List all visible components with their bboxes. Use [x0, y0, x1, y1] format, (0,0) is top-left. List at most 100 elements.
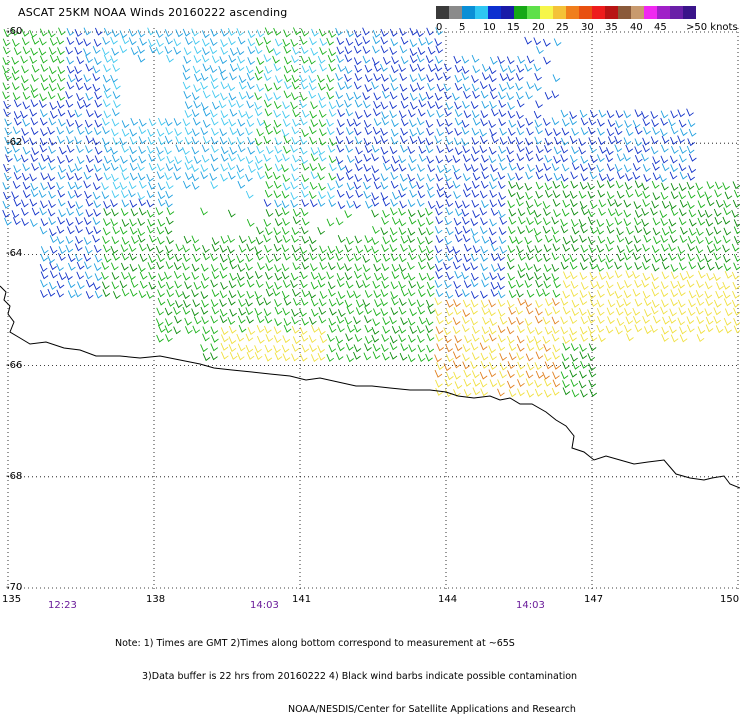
- wind-barb: [644, 127, 651, 134]
- wind-barb: [399, 227, 406, 234]
- wind-barb: [724, 200, 731, 207]
- wind-barb: [264, 73, 271, 80]
- wind-barb: [705, 210, 712, 217]
- wind-barb: [229, 326, 236, 333]
- wind-barb: [22, 128, 29, 135]
- wind-barb: [580, 272, 587, 279]
- wind-barb: [489, 67, 496, 74]
- wind-barb: [634, 218, 641, 225]
- wind-barb: [401, 236, 408, 243]
- wind-barb: [625, 308, 632, 315]
- wind-barb: [444, 84, 451, 91]
- wind-barb: [570, 316, 577, 323]
- wind-barb: [725, 309, 732, 316]
- wind-barb: [498, 172, 505, 179]
- wind-barb: [23, 182, 30, 189]
- wind-barb: [338, 64, 345, 71]
- wind-barb: [374, 73, 381, 80]
- wind-barb: [499, 146, 506, 153]
- wind-barb: [509, 343, 516, 350]
- wind-barb: [165, 136, 172, 143]
- wind-barb: [364, 154, 371, 161]
- wind-barb: [256, 237, 263, 244]
- wind-barb: [174, 271, 181, 278]
- wind-barb: [598, 119, 605, 126]
- wind-barb: [228, 235, 235, 242]
- wind-barb: [581, 226, 588, 233]
- wind-barb: [652, 245, 659, 252]
- wind-barb: [517, 344, 524, 351]
- wind-barb: [4, 109, 11, 116]
- wind-barb: [589, 118, 596, 125]
- wind-barb: [410, 309, 417, 316]
- wind-barb: [481, 218, 488, 225]
- wind-barb: [561, 262, 568, 269]
- wind-barb: [705, 255, 712, 262]
- wind-barb: [149, 272, 156, 279]
- wind-barb: [363, 37, 370, 44]
- wind-barb: [193, 37, 200, 44]
- wind-barb: [75, 182, 82, 189]
- wind-barb: [401, 244, 408, 251]
- wind-barb: [31, 154, 38, 161]
- wind-barb: [436, 380, 443, 387]
- wind-barb: [426, 300, 433, 307]
- wind-barb: [292, 326, 299, 333]
- wind-barb: [49, 47, 56, 54]
- wind-barb: [589, 245, 596, 252]
- wind-barb: [455, 209, 462, 216]
- wind-barb: [509, 353, 516, 360]
- color-scale-swatch: [592, 6, 606, 19]
- wind-barb: [50, 246, 57, 253]
- wind-barb: [320, 246, 327, 253]
- wind-barb: [417, 128, 424, 135]
- wind-barb: [426, 208, 433, 215]
- wind-barb: [624, 210, 631, 217]
- wind-barb: [590, 255, 597, 262]
- wind-barb: [104, 201, 111, 208]
- wind-barb: [518, 379, 525, 386]
- wind-barb: [687, 201, 694, 208]
- wind-barb: [347, 30, 354, 37]
- wind-barb: [166, 37, 173, 44]
- wind-barb: [462, 217, 469, 224]
- wind-barb: [661, 307, 668, 314]
- wind-barb: [381, 29, 388, 36]
- wind-barb: [689, 165, 696, 172]
- wind-barb: [283, 218, 290, 225]
- wind-barb: [408, 228, 415, 235]
- wind-barb: [49, 118, 56, 125]
- wind-barb: [410, 129, 417, 136]
- wind-barb: [499, 227, 506, 234]
- wind-barb: [535, 316, 542, 323]
- wind-barb: [201, 344, 208, 351]
- wind-barb: [319, 110, 326, 117]
- wind-barb: [643, 199, 650, 206]
- wind-barb: [291, 65, 298, 72]
- wind-barb: [166, 262, 173, 269]
- wind-barb: [436, 255, 443, 262]
- wind-barb: [553, 307, 560, 314]
- latitude-label: -62: [6, 137, 22, 148]
- wind-barb: [40, 138, 47, 145]
- wind-barb: [419, 146, 426, 153]
- wind-barb: [545, 362, 552, 369]
- wind-barb: [293, 119, 300, 126]
- wind-barb: [419, 245, 426, 252]
- wind-barb: [310, 182, 317, 189]
- wind-barb: [426, 37, 433, 44]
- wind-barb: [516, 307, 523, 314]
- wind-barb: [49, 229, 56, 236]
- wind-barb: [354, 253, 361, 260]
- wind-barb: [282, 227, 289, 234]
- wind-barb: [633, 172, 640, 179]
- wind-barb: [239, 75, 246, 82]
- wind-barb: [49, 146, 56, 153]
- wind-barb: [318, 280, 325, 287]
- wind-barb: [462, 316, 469, 323]
- wind-barb: [446, 291, 453, 298]
- wind-barb: [293, 217, 300, 224]
- wind-barb: [194, 85, 201, 92]
- wind-barb: [329, 156, 336, 163]
- wind-barb: [471, 263, 478, 270]
